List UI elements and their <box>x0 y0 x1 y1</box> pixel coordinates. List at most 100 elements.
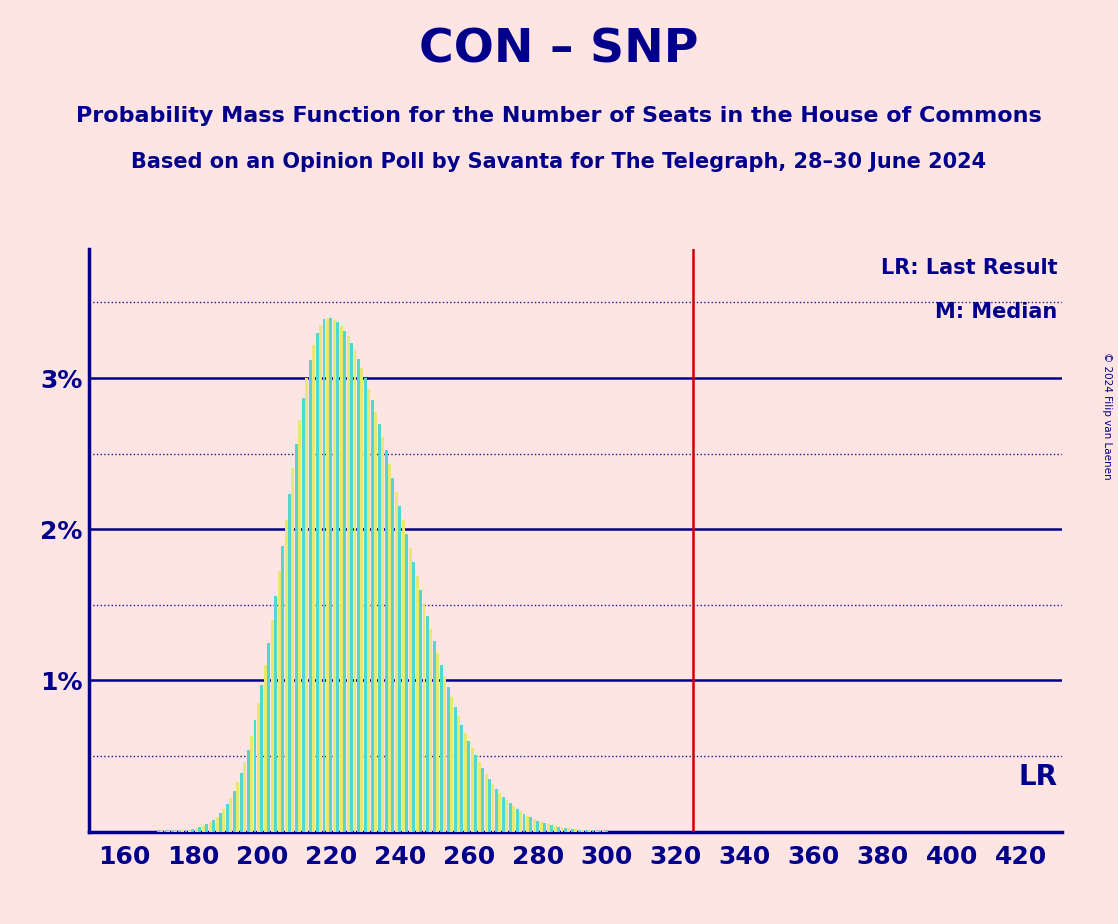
Bar <box>533 820 536 832</box>
Bar <box>547 824 550 832</box>
Bar <box>363 378 367 832</box>
Bar <box>568 828 570 832</box>
Bar <box>343 331 347 832</box>
Bar <box>333 320 335 832</box>
Bar <box>322 320 325 832</box>
Bar <box>436 653 439 832</box>
Bar <box>595 831 598 832</box>
Bar <box>451 697 453 832</box>
Bar <box>553 826 557 832</box>
Bar <box>557 827 560 832</box>
Bar <box>206 824 208 832</box>
Bar <box>295 444 297 832</box>
Bar <box>330 318 332 832</box>
Bar <box>181 831 184 832</box>
Bar <box>375 412 377 832</box>
Bar <box>464 733 467 832</box>
Bar <box>429 628 433 832</box>
Bar <box>277 571 281 832</box>
Bar <box>264 664 267 832</box>
Bar <box>391 478 395 832</box>
Bar <box>309 360 312 832</box>
Bar <box>247 749 249 832</box>
Bar <box>457 716 459 832</box>
Bar <box>467 741 471 832</box>
Bar <box>250 736 253 832</box>
Bar <box>350 343 353 832</box>
Bar <box>326 318 329 832</box>
Bar <box>347 336 350 832</box>
Bar <box>212 820 215 832</box>
Bar <box>267 643 271 832</box>
Bar <box>489 779 491 832</box>
Bar <box>305 378 309 832</box>
Bar <box>433 641 436 832</box>
Bar <box>406 534 408 832</box>
Bar <box>229 797 233 832</box>
Bar <box>195 828 198 832</box>
Bar <box>188 830 191 832</box>
Bar <box>271 620 274 832</box>
Bar <box>398 505 401 832</box>
Bar <box>285 520 287 832</box>
Bar <box>209 822 211 832</box>
Bar <box>585 830 588 832</box>
Bar <box>502 796 505 832</box>
Text: Probability Mass Function for the Number of Seats in the House of Commons: Probability Mass Function for the Number… <box>76 106 1042 127</box>
Bar <box>492 784 494 832</box>
Bar <box>381 437 385 832</box>
Bar <box>447 687 449 832</box>
Bar <box>388 464 391 832</box>
Bar <box>222 809 226 832</box>
Bar <box>219 813 222 832</box>
Bar <box>337 322 339 832</box>
Bar <box>368 389 370 832</box>
Bar <box>540 822 542 832</box>
Bar <box>581 830 584 832</box>
Bar <box>292 468 294 832</box>
Bar <box>413 562 415 832</box>
Bar <box>560 827 563 832</box>
Bar <box>578 830 580 832</box>
Bar <box>226 804 229 832</box>
Bar <box>353 350 357 832</box>
Bar <box>216 817 218 832</box>
Bar <box>201 826 205 832</box>
Bar <box>288 493 291 832</box>
Bar <box>499 793 501 832</box>
Text: M: Median: M: Median <box>935 302 1058 322</box>
Text: LR: Last Result: LR: Last Result <box>881 258 1058 278</box>
Bar <box>254 721 256 832</box>
Bar <box>519 811 522 832</box>
Bar <box>495 788 498 832</box>
Bar <box>360 368 363 832</box>
Bar <box>419 590 421 832</box>
Bar <box>525 816 529 832</box>
Bar <box>184 830 188 832</box>
Bar <box>312 346 315 832</box>
Bar <box>563 828 567 832</box>
Bar <box>474 756 477 832</box>
Bar <box>260 685 264 832</box>
Bar <box>319 324 322 832</box>
Bar <box>484 773 487 832</box>
Text: © 2024 Filip van Laenen: © 2024 Filip van Laenen <box>1102 352 1112 480</box>
Bar <box>481 768 484 832</box>
Bar <box>409 548 411 832</box>
Bar <box>543 823 547 832</box>
Bar <box>537 821 539 832</box>
Bar <box>257 703 259 832</box>
Bar <box>512 807 515 832</box>
Bar <box>588 831 591 832</box>
Bar <box>315 334 319 832</box>
Bar <box>454 707 456 832</box>
Text: CON – SNP: CON – SNP <box>419 28 699 73</box>
Bar <box>340 326 343 832</box>
Bar <box>522 814 525 832</box>
Bar <box>244 762 246 832</box>
Bar <box>191 829 195 832</box>
Bar <box>401 520 405 832</box>
Bar <box>530 818 532 832</box>
Bar <box>371 400 373 832</box>
Bar <box>423 602 426 832</box>
